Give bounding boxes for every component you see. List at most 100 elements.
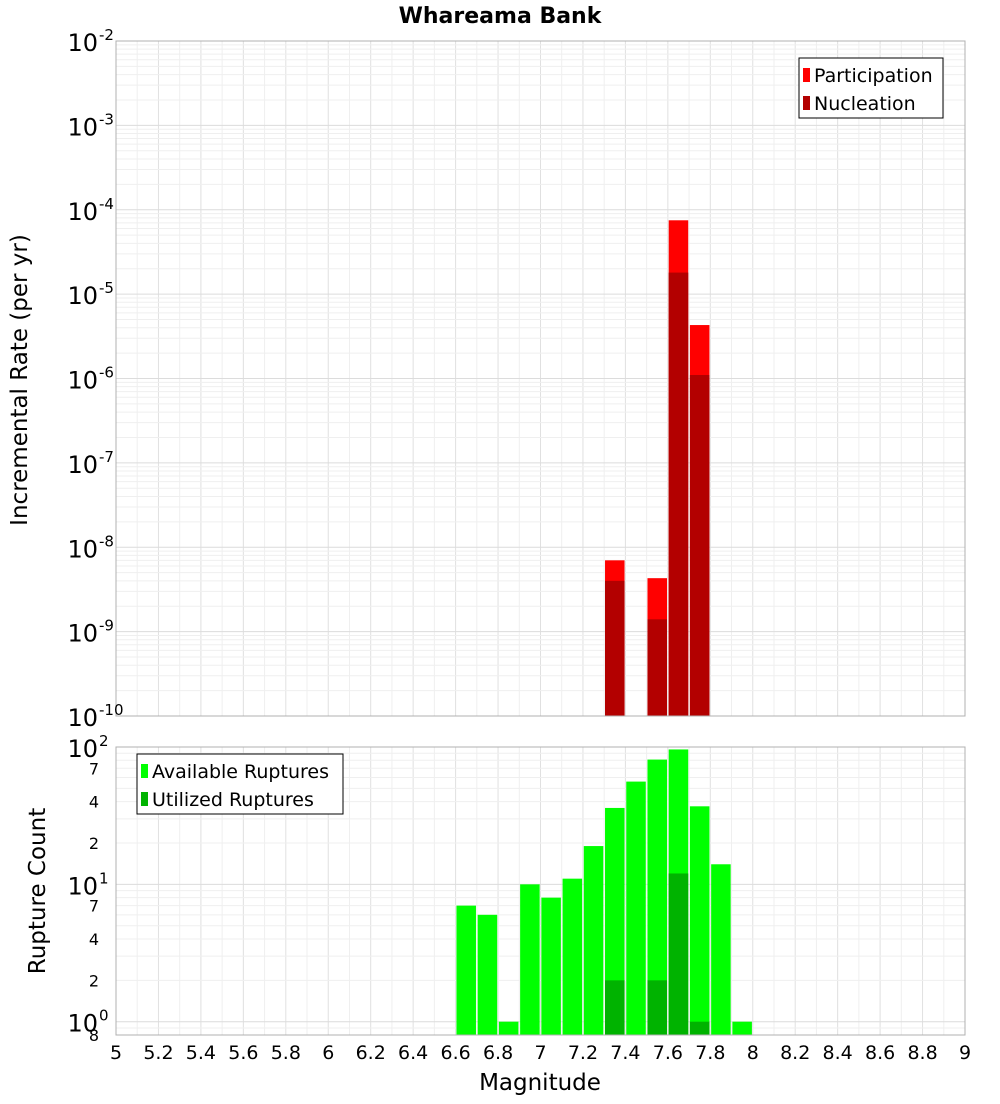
bottom-bar-utilized-ruptures <box>668 873 689 1035</box>
x-tick-label: 5.6 <box>228 1042 258 1064</box>
x-tick-label: 6.2 <box>356 1042 386 1064</box>
x-tick-label: 6.4 <box>398 1042 428 1064</box>
chart-title: Whareama Bank <box>399 4 603 29</box>
x-tick-label: 5 <box>110 1042 122 1064</box>
x-tick-label: 7.2 <box>568 1042 598 1064</box>
bottom-y-tick-label: 7 <box>89 759 99 778</box>
x-tick-label: 8.6 <box>865 1042 895 1064</box>
bars-layer <box>456 220 752 1035</box>
bottom-bar-available-ruptures <box>477 914 498 1035</box>
bottom-y-tick-label: 10 2 <box>67 732 108 763</box>
bottom-y-tick-label: 10 0 <box>67 1007 108 1038</box>
top-legend-swatch <box>803 96 810 110</box>
top-y-tick-label: 10 -8 <box>67 532 114 563</box>
top-y-tick-label: 10 -7 <box>67 448 114 479</box>
top-y-tick-base: 10 <box>67 535 98 563</box>
top-y-tick-label: 10 -9 <box>67 617 114 648</box>
bottom-bar-available-ruptures <box>689 806 710 1035</box>
x-tick-label: 7.4 <box>610 1042 640 1064</box>
top-y-axis-label: Incremental Rate (per yr) <box>7 234 33 526</box>
tick-labels-layer: 5 5.2 5.4 5.6 5.8 6 6.2 6.4 6.6 6.8 7 7.2 7.4 7.6 7.8 8… <box>67 26 971 1064</box>
top-y-tick-exponent: -5 <box>99 279 114 297</box>
top-y-tick-exponent: -6 <box>99 364 114 382</box>
bottom-bar-available-ruptures <box>562 878 583 1035</box>
frames-layer <box>115 40 966 1036</box>
bottom-y-tick-label: 8 <box>89 1026 99 1045</box>
grid-layer <box>115 40 966 1036</box>
top-y-tick-base: 10 <box>67 282 98 310</box>
top-y-tick-label: 10 -6 <box>67 364 114 395</box>
top-y-tick-exponent: -7 <box>99 448 114 466</box>
bottom-bar-utilized-ruptures <box>605 980 625 1035</box>
bottom-y-tick-exponent: 1 <box>99 869 109 887</box>
top-bar-nucleation <box>647 619 668 716</box>
bottom-legend-box <box>136 753 344 815</box>
bottom-bar-available-ruptures <box>732 1021 752 1035</box>
bottom-legend-label: Available Ruptures <box>152 761 329 783</box>
bottom-bar-utilized-ruptures <box>647 980 668 1035</box>
bottom-plot-frame <box>115 746 966 1036</box>
bottom-y-tick-label: 10 1 <box>67 869 108 900</box>
top-y-tick-label: 10 -2 <box>67 26 114 57</box>
top-y-tick-base: 10 <box>67 620 98 648</box>
top-y-tick-exponent: -3 <box>99 110 114 128</box>
top-legend: Participation Nucleation <box>798 57 944 119</box>
x-tick-label: 5.4 <box>186 1042 216 1064</box>
bottom-y-tick-label: 4 <box>89 793 99 812</box>
top-bar-nucleation <box>605 580 625 716</box>
bottom-bar-utilized-ruptures <box>689 1021 710 1035</box>
bottom-y-tick-exponent: 2 <box>99 732 109 750</box>
bottom-legend: Available Ruptures Utilized Ruptures <box>136 753 344 815</box>
top-y-tick-exponent: -2 <box>99 26 114 44</box>
top-y-tick-exponent: -8 <box>99 532 114 550</box>
x-tick-label: 5.8 <box>271 1042 301 1064</box>
bottom-bar-available-ruptures <box>711 864 731 1035</box>
top-y-tick-exponent: -4 <box>99 195 114 213</box>
bottom-y-tick-label: 4 <box>89 930 99 949</box>
legends-layer: Participation Nucleation Available Rupture… <box>136 57 944 815</box>
bottom-y-tick-label: 7 <box>89 897 99 916</box>
x-tick-label: 8.4 <box>823 1042 853 1064</box>
top-y-tick-label: 10 -3 <box>67 110 114 141</box>
bottom-y-tick-exponent: 0 <box>99 1007 109 1025</box>
top-legend-swatch <box>803 68 810 82</box>
bottom-bar-available-ruptures <box>520 884 540 1035</box>
x-tick-label: 6.8 <box>483 1042 513 1064</box>
top-y-tick-base: 10 <box>67 367 98 395</box>
x-tick-label: 7.6 <box>653 1042 683 1064</box>
bottom-bar-available-ruptures <box>583 846 604 1035</box>
bottom-bar-available-ruptures <box>626 781 646 1035</box>
x-tick-label: 6 <box>322 1042 334 1064</box>
bottom-y-tick-label: 2 <box>89 834 99 853</box>
top-y-tick-exponent: -9 <box>99 617 114 635</box>
x-tick-label: 5.2 <box>143 1042 173 1064</box>
top-y-tick-base: 10 <box>67 451 98 479</box>
top-legend-label: Nucleation <box>814 93 916 115</box>
bottom-bar-available-ruptures <box>647 759 668 1035</box>
bottom-bar-available-ruptures <box>605 807 625 1035</box>
top-y-tick-label: 10 -5 <box>67 279 114 310</box>
top-bar-nucleation <box>668 272 689 716</box>
bottom-legend-swatch <box>141 792 148 806</box>
top-legend-label: Participation <box>814 65 933 87</box>
x-tick-label: 7.8 <box>695 1042 725 1064</box>
top-y-tick-label: 10 -4 <box>67 195 114 226</box>
x-axis-label: Magnitude <box>479 1070 601 1096</box>
top-y-tick-base: 10 <box>67 29 98 57</box>
x-tick-label: 8.8 <box>907 1042 937 1064</box>
top-y-tick-base: 10 <box>67 113 98 141</box>
bottom-y-tick-base: 10 <box>67 872 98 900</box>
top-bar-nucleation <box>689 375 710 716</box>
x-tick-label: 9 <box>959 1042 971 1064</box>
top-plot-frame <box>115 40 966 717</box>
top-y-tick-label: 10 -10 <box>67 701 123 732</box>
bottom-bar-available-ruptures <box>541 897 561 1035</box>
x-tick-label: 8 <box>747 1042 759 1064</box>
bottom-y-tick-label: 2 <box>89 971 99 990</box>
x-tick-label: 7 <box>534 1042 546 1064</box>
bottom-y-tick-base: 10 <box>67 1010 98 1038</box>
bottom-bar-available-ruptures <box>456 905 476 1035</box>
bottom-y-axis-label: Rupture Count <box>25 808 51 974</box>
top-y-tick-base: 10 <box>67 704 98 732</box>
